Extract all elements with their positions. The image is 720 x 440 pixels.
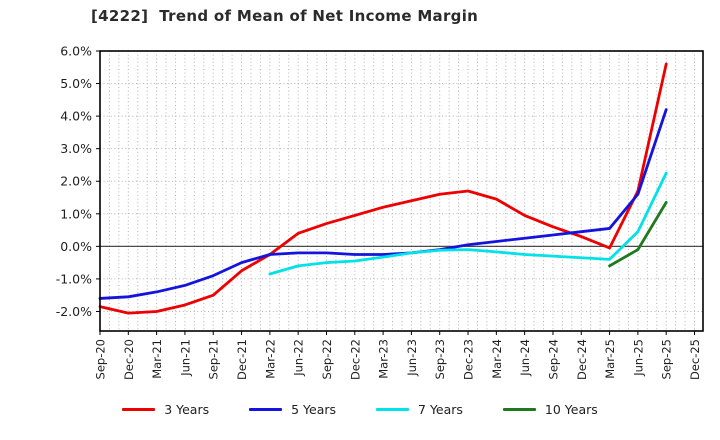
- legend-line-swatch-green: [502, 408, 536, 411]
- svg-text:0.0%: 0.0%: [60, 239, 92, 254]
- svg-text:Mar-25: Mar-25: [603, 339, 617, 379]
- svg-text:Dec-21: Dec-21: [235, 339, 249, 380]
- legend-line-swatch-cyan: [376, 408, 410, 411]
- svg-text:3.0%: 3.0%: [60, 141, 92, 156]
- svg-text:Sep-23: Sep-23: [433, 339, 447, 379]
- svg-text:Sep-25: Sep-25: [660, 339, 674, 379]
- legend-item-10-years: 10 Years: [502, 402, 598, 417]
- svg-text:Mar-24: Mar-24: [490, 339, 504, 379]
- svg-text:Jun-25: Jun-25: [631, 339, 645, 377]
- svg-text:Sep-24: Sep-24: [546, 339, 560, 379]
- legend-item-5-years: 5 Years: [249, 402, 336, 417]
- legend-label: 3 Years: [164, 402, 210, 417]
- legend: 3 Years 5 Years 7 Years 10 Years: [0, 402, 720, 417]
- svg-text:Dec-25: Dec-25: [688, 339, 702, 380]
- svg-text:1.0%: 1.0%: [60, 206, 92, 221]
- svg-text:Dec-23: Dec-23: [462, 339, 476, 380]
- legend-label: 10 Years: [544, 402, 598, 417]
- chart-title: [4222] Trend of Mean of Net Income Margi…: [91, 7, 479, 25]
- svg-text:-1.0%: -1.0%: [56, 271, 92, 286]
- legend-line-swatch-red: [122, 408, 156, 411]
- svg-text:Jun-23: Jun-23: [405, 339, 419, 377]
- svg-text:Dec-22: Dec-22: [348, 339, 362, 380]
- svg-text:6.0%: 6.0%: [60, 44, 92, 59]
- svg-text:Jun-22: Jun-22: [292, 339, 306, 377]
- legend-line-swatch-blue: [249, 408, 283, 411]
- svg-text:Jun-24: Jun-24: [518, 339, 532, 377]
- svg-text:Sep-20: Sep-20: [94, 339, 108, 379]
- legend-label: 5 Years: [291, 402, 337, 417]
- svg-text:4.0%: 4.0%: [60, 109, 92, 124]
- svg-text:Dec-24: Dec-24: [575, 339, 589, 380]
- svg-text:Dec-20: Dec-20: [122, 339, 136, 380]
- svg-text:-2.0%: -2.0%: [56, 304, 92, 319]
- svg-text:Jun-21: Jun-21: [178, 339, 192, 377]
- svg-text:Sep-22: Sep-22: [320, 339, 334, 379]
- svg-text:2.0%: 2.0%: [60, 174, 92, 189]
- svg-text:5.0%: 5.0%: [60, 76, 92, 91]
- legend-item-7-years: 7 Years: [376, 402, 463, 417]
- legend-label: 7 Years: [418, 402, 463, 417]
- svg-text:Mar-22: Mar-22: [263, 339, 277, 379]
- svg-text:Mar-23: Mar-23: [377, 339, 391, 379]
- legend-item-3-years: 3 Years: [122, 402, 209, 417]
- svg-text:Mar-21: Mar-21: [150, 339, 164, 379]
- svg-text:Sep-21: Sep-21: [207, 339, 221, 379]
